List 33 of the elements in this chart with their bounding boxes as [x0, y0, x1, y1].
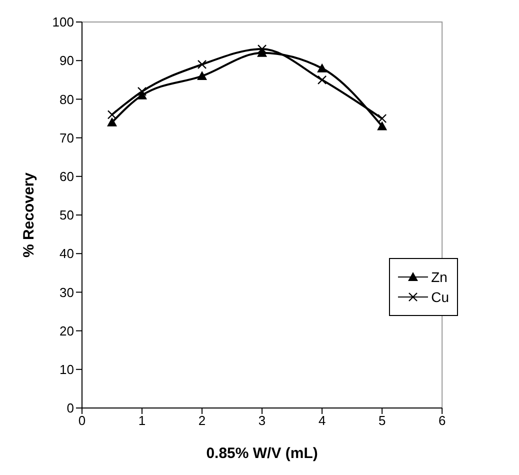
x-tick-label: 3	[258, 413, 266, 428]
x-tick-label: 1	[138, 413, 146, 428]
y-tick-label: 40	[60, 246, 74, 262]
y-tick-label: 80	[60, 92, 74, 107]
y-tick-label: 70	[60, 130, 74, 146]
y-tick-label: 100	[52, 14, 74, 30]
point	[137, 86, 147, 96]
point	[317, 75, 327, 84]
y-tick-label: 20	[60, 323, 74, 338]
legend-label: Zn	[431, 269, 448, 285]
point	[197, 60, 207, 70]
y-tick-label: 30	[60, 284, 74, 300]
x-tick-label: 4	[318, 413, 326, 428]
y-tick-label: 60	[60, 169, 74, 184]
point	[317, 63, 328, 72]
y-axis-title: % Recovery	[20, 172, 38, 258]
x-tick-label: 2	[198, 413, 206, 428]
y-tick-label: 50	[60, 208, 74, 223]
y-tick-label: 10	[60, 362, 74, 378]
point	[257, 44, 267, 54]
point	[197, 71, 208, 80]
x-tick-label: 0	[78, 413, 86, 428]
x-tick-label: 6	[438, 413, 446, 428]
x-tick-label: 5	[378, 413, 386, 428]
point	[377, 114, 387, 124]
point	[377, 121, 388, 130]
y-tick-label: 90	[60, 53, 74, 68]
point	[107, 117, 118, 126]
x-axis-title: 0.85% W/V (mL)	[206, 445, 318, 462]
point	[257, 48, 268, 57]
y-tick-label: 0	[66, 400, 74, 416]
legend-label: Cu	[431, 289, 449, 305]
point	[107, 110, 117, 120]
